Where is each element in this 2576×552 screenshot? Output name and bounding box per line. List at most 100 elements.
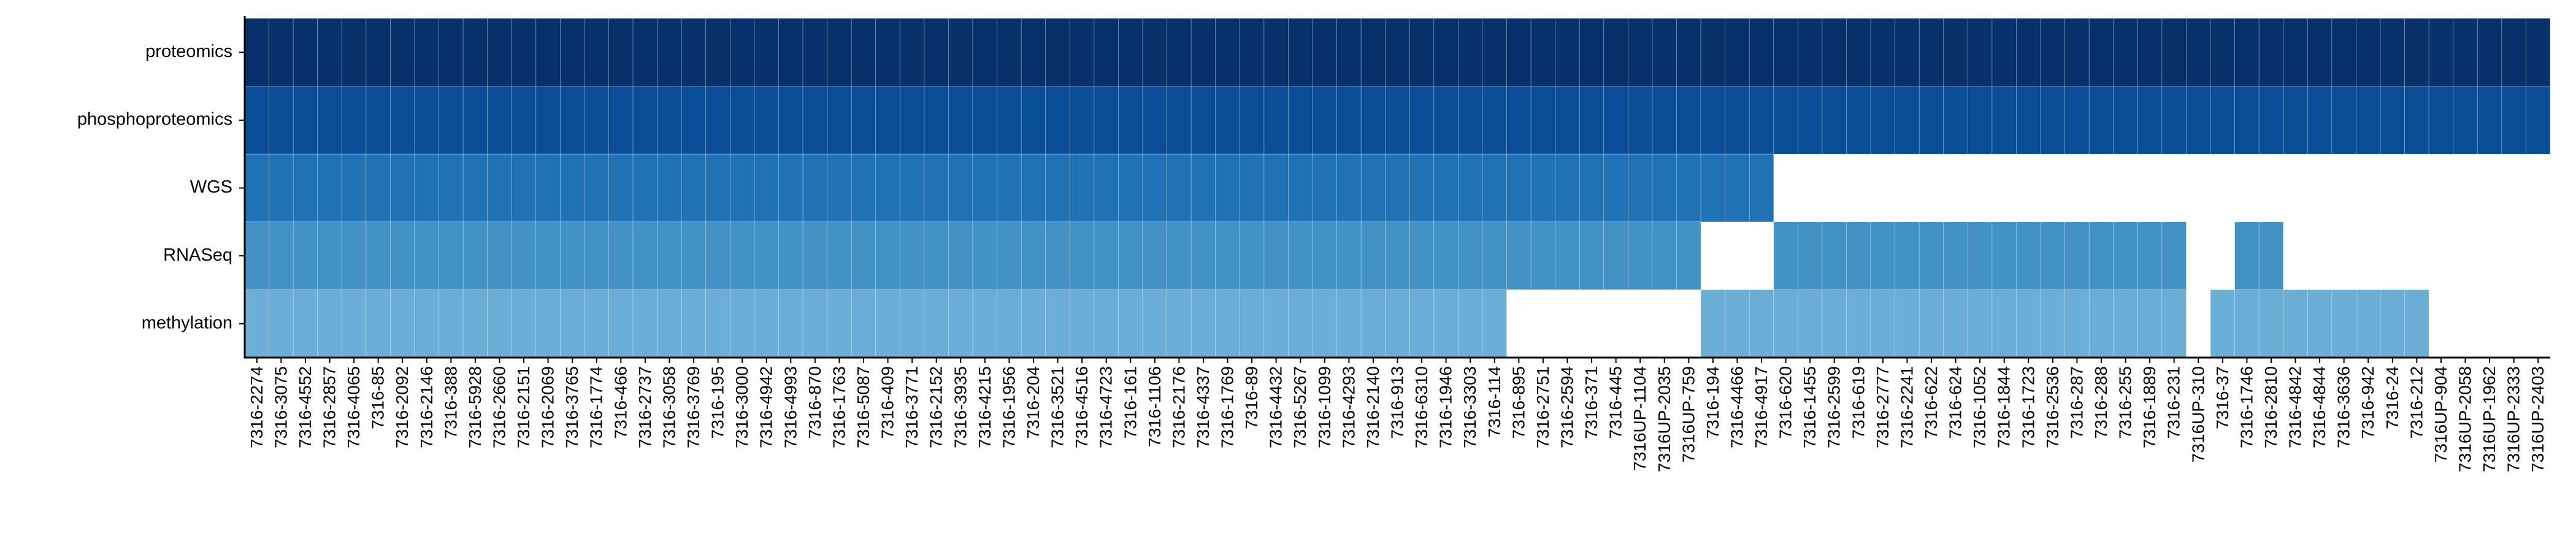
cell-methylation-7316-4065 bbox=[341, 289, 367, 358]
cell-phosphoproteomics-7316-2140 bbox=[1360, 86, 1386, 155]
cell-methylation-7316-4917 bbox=[1749, 289, 1774, 358]
cell-proteomics-7316-371 bbox=[1579, 18, 1604, 86]
x-tick-label-7316-5928: 7316-5928 bbox=[466, 366, 485, 448]
cell-methylation-7316-619 bbox=[1846, 289, 1871, 358]
x-tick-label-7316-2810: 7316-2810 bbox=[2261, 366, 2280, 448]
cell-phosphoproteomics-7316-2151 bbox=[511, 86, 537, 155]
cell-WGS-7316-1774 bbox=[584, 153, 609, 223]
cell-phosphoproteomics-7316-620 bbox=[1773, 86, 1798, 155]
y-tick-label-phosphoproteomics: phosphoproteomics bbox=[77, 110, 232, 129]
cell-phosphoproteomics-7316-2594 bbox=[1555, 86, 1580, 155]
cell-proteomics-7316-37 bbox=[2210, 18, 2236, 86]
cell-methylation-7316-89 bbox=[1239, 289, 1265, 358]
cell-RNASeq-7316-3075 bbox=[269, 221, 294, 290]
cell-phosphoproteomics-7316-2146 bbox=[414, 86, 439, 155]
cell-methylation-7316-3935 bbox=[948, 289, 973, 358]
cell-phosphoproteomics-7316-3765 bbox=[559, 86, 585, 155]
cell-WGS-7316-3058 bbox=[657, 153, 682, 223]
cell-phosphoproteomics-7316-2599 bbox=[1822, 86, 1847, 155]
cell-RNASeq-7316-3771 bbox=[899, 221, 925, 290]
cell-methylation-7316-620 bbox=[1773, 289, 1798, 358]
cell-proteomics-7316-3521 bbox=[1045, 18, 1070, 86]
cell-phosphoproteomics-7316-2274 bbox=[244, 86, 269, 155]
cell-phosphoproteomics-7316-204 bbox=[1021, 86, 1046, 155]
cell-proteomics-7316-4993 bbox=[778, 18, 803, 86]
cell-RNASeq-7316-445 bbox=[1603, 221, 1628, 290]
cell-proteomics-7316-4065 bbox=[341, 18, 367, 86]
cell-WGS-7316-388 bbox=[439, 153, 464, 223]
cell-proteomics-7316-2151 bbox=[511, 18, 537, 86]
cell-methylation-7316-161 bbox=[1118, 289, 1143, 358]
cell-methylation-7316-5267 bbox=[1288, 289, 1313, 358]
x-tick-label-7316-620: 7316-620 bbox=[1776, 366, 1795, 439]
cell-RNASeq-7316-1774 bbox=[584, 221, 609, 290]
x-tick-label-7316-204: 7316-204 bbox=[1024, 366, 1043, 439]
cell-WGS-7316-466 bbox=[608, 153, 634, 223]
cell-methylation-7316-3765 bbox=[559, 289, 585, 358]
cell-RNASeq-7316-288 bbox=[2088, 221, 2114, 290]
cell-WGS-7316-371 bbox=[1579, 153, 1604, 223]
cell-phosphoproteomics-7316-1889 bbox=[2137, 86, 2163, 155]
x-tick-label-7316UP-759: 7316UP-759 bbox=[1679, 366, 1698, 462]
cell-proteomics-7316-1455 bbox=[1797, 18, 1823, 86]
y-axis: proteomics phosphoproteomics WGS RNASeq meth… bbox=[77, 16, 246, 358]
cell-phosphoproteomics-7316UP-2035 bbox=[1652, 86, 1677, 155]
x-tick-label-7316-2241: 7316-2241 bbox=[1897, 366, 1916, 448]
cell-methylation-7316-114 bbox=[1482, 289, 1507, 358]
cell-WGS-7316-2857 bbox=[317, 153, 342, 223]
cell-WGS-7316-3935 bbox=[948, 153, 973, 223]
cell-phosphoproteomics-7316-2241 bbox=[1895, 86, 1920, 155]
cell-RNASeq-7316-622 bbox=[1919, 221, 1944, 290]
x-tick-label-7316-2069: 7316-2069 bbox=[539, 366, 558, 448]
cell-RNASeq-7316-2146 bbox=[414, 221, 439, 290]
cell-RNASeq-7316-1763 bbox=[827, 221, 852, 290]
cell-WGS-7316-3769 bbox=[681, 153, 707, 223]
cell-methylation-7316-24 bbox=[2380, 289, 2405, 358]
cell-RNASeq-7316-2751 bbox=[1530, 221, 1556, 290]
x-tick-label-7316-4552: 7316-4552 bbox=[296, 366, 315, 448]
cell-methylation-7316-4723 bbox=[1094, 289, 1119, 358]
cell-phosphoproteomics-7316-3075 bbox=[269, 86, 294, 155]
x-tick-label-7316-4844: 7316-4844 bbox=[2310, 366, 2329, 448]
cell-methylation-7316-4466 bbox=[1725, 289, 1750, 358]
cell-methylation-7316-2810 bbox=[2258, 289, 2284, 358]
cell-proteomics-7316-24 bbox=[2380, 18, 2405, 86]
cell-RNASeq-7316-409 bbox=[875, 221, 900, 290]
cell-proteomics-7316-2810 bbox=[2258, 18, 2284, 86]
x-tick-label-7316-371: 7316-371 bbox=[1582, 366, 1601, 439]
cell-RNASeq-7316-388 bbox=[439, 221, 464, 290]
cell-phosphoproteomics-7316-1455 bbox=[1797, 86, 1823, 155]
cell-WGS-7316-2660 bbox=[487, 153, 512, 223]
cell-phosphoproteomics-7316-4466 bbox=[1725, 86, 1750, 155]
cell-proteomics-7316-4917 bbox=[1749, 18, 1774, 86]
cell-methylation-7316-2151 bbox=[511, 289, 537, 358]
cell-proteomics-7316-3075 bbox=[269, 18, 294, 86]
cell-phosphoproteomics-7316-3771 bbox=[899, 86, 925, 155]
x-tick-label-7316-2274: 7316-2274 bbox=[247, 366, 266, 448]
cell-WGS-7316-4215 bbox=[972, 153, 998, 223]
cell-proteomics-7316-2599 bbox=[1822, 18, 1847, 86]
cell-methylation-7316-4293 bbox=[1336, 289, 1362, 358]
cell-WGS-7316-2069 bbox=[535, 153, 561, 223]
cell-RNASeq-7316-255 bbox=[2113, 221, 2138, 290]
cell-phosphoproteomics-7316UP-2333 bbox=[2501, 86, 2526, 155]
cell-phosphoproteomics-7316-1763 bbox=[827, 86, 852, 155]
cell-phosphoproteomics-7316-4917 bbox=[1749, 86, 1774, 155]
cell-WGS-7316-2594 bbox=[1555, 153, 1580, 223]
cell-proteomics-7316-1723 bbox=[2016, 18, 2041, 86]
cell-RNASeq-7316-114 bbox=[1482, 221, 1507, 290]
cell-methylation-7316-3058 bbox=[657, 289, 682, 358]
cell-proteomics-7316-4552 bbox=[293, 18, 318, 86]
cell-WGS-7316-5087 bbox=[851, 153, 876, 223]
cell-RNASeq-7316-3769 bbox=[681, 221, 707, 290]
cell-phosphoproteomics-7316-1946 bbox=[1433, 86, 1459, 155]
cell-proteomics-7316-2152 bbox=[924, 18, 949, 86]
x-axis: 7316-2274 7316-3075 7316-4552 7316-2857 7316… bbox=[243, 356, 2550, 472]
cell-WGS-7316-409 bbox=[875, 153, 900, 223]
cell-WGS-7316-4917 bbox=[1749, 153, 1774, 223]
x-tick-label-7316-1769: 7316-1769 bbox=[1218, 366, 1237, 448]
x-tick-label-7316-5267: 7316-5267 bbox=[1290, 366, 1309, 448]
cell-phosphoproteomics-7316UP-759 bbox=[1676, 86, 1701, 155]
cell-proteomics-7316-89 bbox=[1239, 18, 1265, 86]
cell-phosphoproteomics-7316-466 bbox=[608, 86, 634, 155]
